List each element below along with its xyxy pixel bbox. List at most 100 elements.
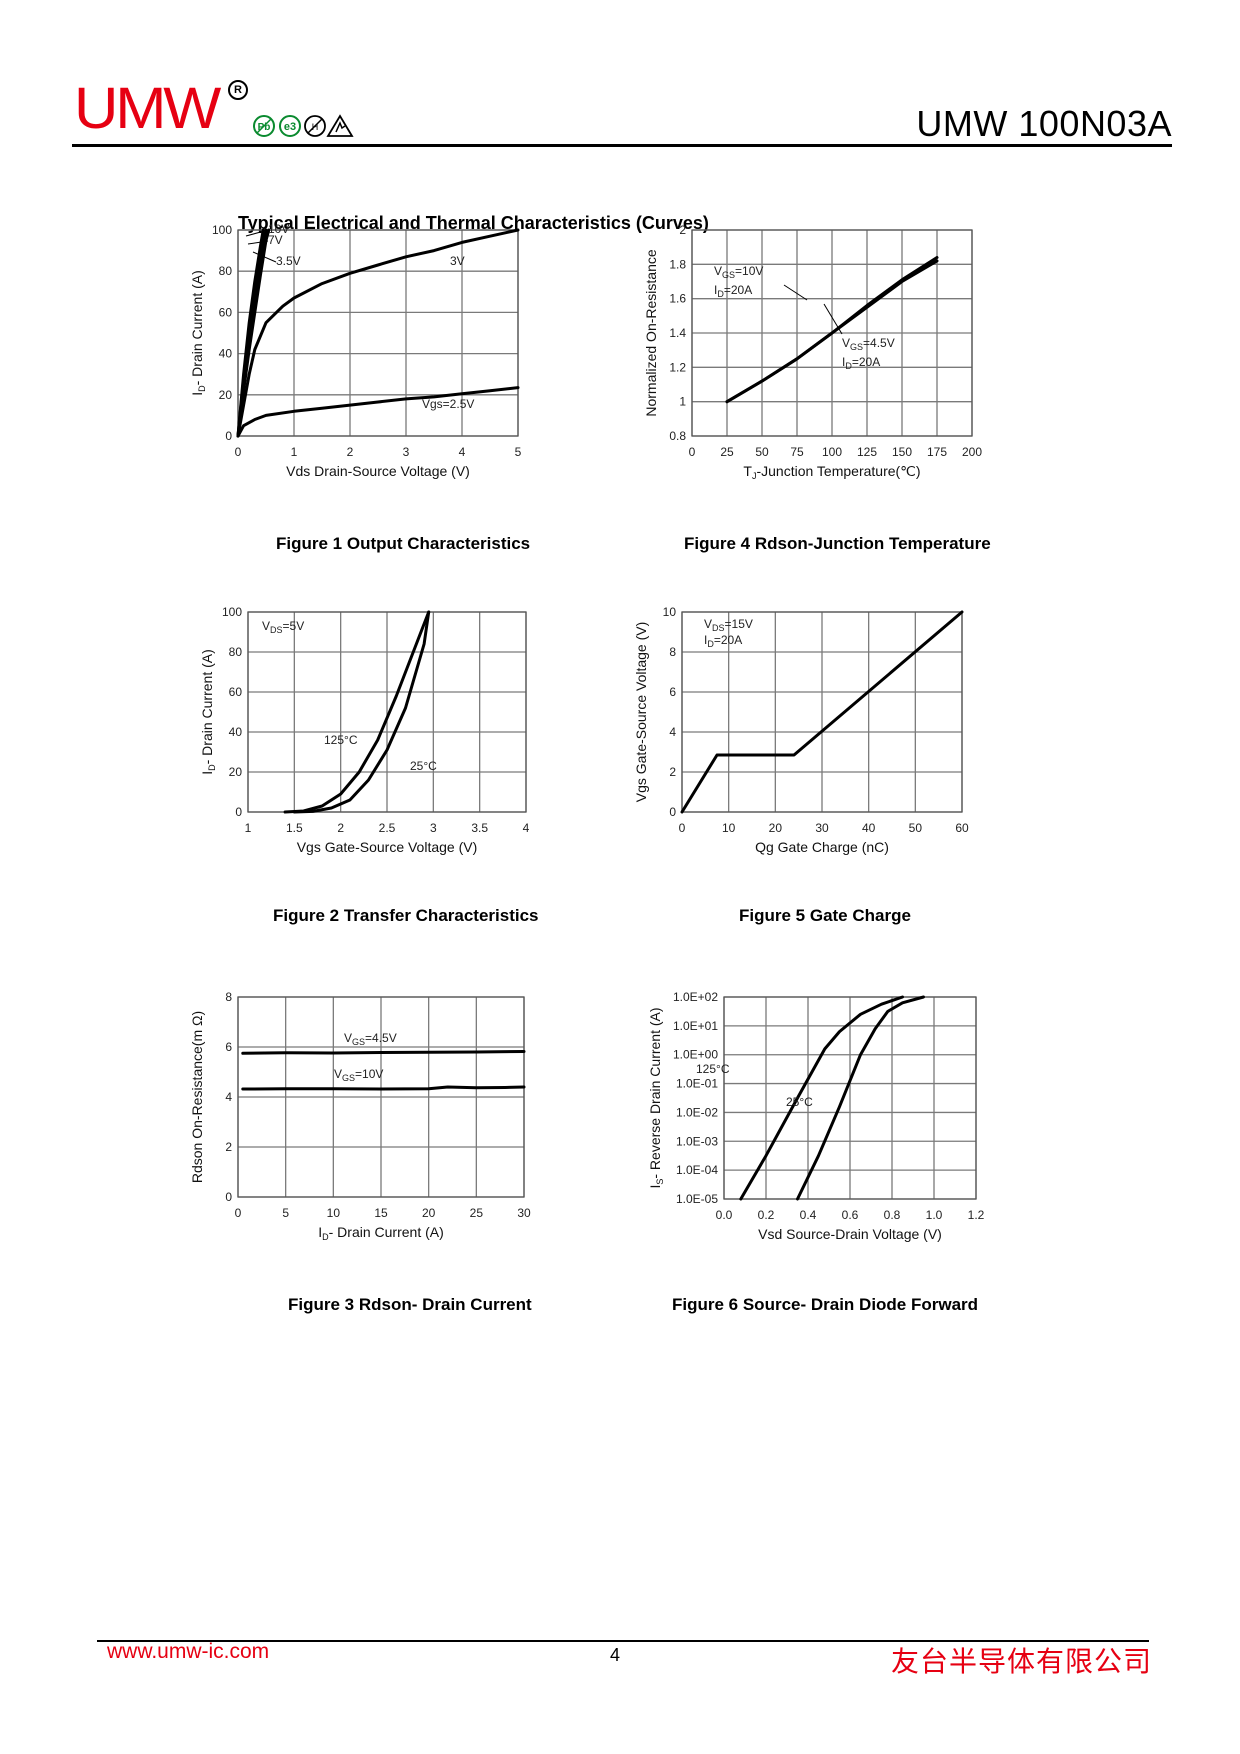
fig1-xtick: 5 — [515, 445, 522, 459]
fig4-xtick: 150 — [892, 445, 912, 459]
figure-1-output-characteristics: 0 1 2 3 4 5 0 20 40 60 80 100 Vds Drain-Source Volta… — [189, 222, 596, 553]
fig2-ytick: 100 — [222, 605, 242, 619]
svg-text:H: H — [312, 122, 319, 132]
fig4-ytick: 1 — [679, 395, 686, 409]
figure-5-chart: 0 10 20 30 40 50 60 0 2 4 6 8 10 Qg Gate Charge (nC) V… — [633, 605, 969, 855]
fig3-xtick: 20 — [422, 1206, 436, 1220]
fig6-ytick: 1.0E-01 — [676, 1077, 718, 1091]
fig3-ytick: 4 — [225, 1090, 232, 1104]
fig1-ytick: 100 — [212, 223, 232, 237]
fig1-annotation: 7V — [268, 233, 283, 247]
fig1-annotation: 3V — [450, 254, 465, 268]
fig4-ytick: 1.6 — [669, 292, 686, 306]
fig6-xlabel: Vsd Source-Drain Voltage (V) — [758, 1226, 942, 1242]
fig4-xtick: 50 — [755, 445, 769, 459]
figure-4-rdson-junction-temperature: 0 25 50 75 100 125 150 175 200 0.8 1 1.2 1.4 1.6 1.8 2 T… — [643, 223, 1052, 553]
fig4-ytick: 0.8 — [669, 429, 686, 443]
esd-icon — [326, 114, 354, 137]
fig6-xtick: 0.8 — [884, 1208, 901, 1222]
fig1-ytick: 80 — [219, 264, 233, 278]
fig4-ytick: 2 — [679, 223, 686, 237]
fig6-xtick: 1.2 — [968, 1208, 985, 1222]
registered-mark: R — [228, 80, 248, 100]
fig5-xtick: 10 — [722, 821, 736, 835]
fig2-series-1 — [292, 610, 431, 814]
section-title: Typical Electrical and Thermal Character… — [238, 213, 709, 233]
fig1-leader-line — [245, 229, 269, 237]
fig1-series-2 — [236, 228, 271, 438]
fig4-annotation: ID=20A — [842, 355, 880, 371]
fig6-frame — [723, 996, 977, 1200]
figure-4-title: Figure 4 Rdson-Junction Temperature — [684, 534, 991, 553]
fig6-xtick: 0.2 — [758, 1208, 775, 1222]
fig2-ytick: 60 — [229, 685, 243, 699]
fig2-annotation: VDS=5V — [262, 619, 304, 635]
fig1-ylabel: ID- Drain Current (A) — [189, 270, 207, 396]
fig5-xtick: 30 — [815, 821, 829, 835]
fig3-frame — [237, 996, 525, 1198]
fig2-ylabel: ID- Drain Current (A) — [199, 649, 217, 775]
fig5-ytick: 10 — [663, 605, 677, 619]
fig4-leader-line — [823, 303, 843, 335]
fig1-ytick: 0 — [225, 429, 232, 443]
figure-3-title: Figure 3 Rdson- Drain Current — [288, 1295, 532, 1314]
pb-free-icon: Pb — [253, 115, 275, 137]
fig4-ytick: 1.8 — [669, 257, 686, 271]
fig1-annotation: Vgs=2.5V — [422, 397, 474, 411]
fig3-xtick: 5 — [282, 1206, 289, 1220]
fig3-xlabel: ID- Drain Current (A) — [318, 1224, 444, 1242]
fig4-xtick: 100 — [822, 445, 842, 459]
fig1-series-4 — [236, 386, 520, 438]
fig6-ytick: 1.0E+00 — [673, 1048, 718, 1062]
fig3-xtick: 25 — [470, 1206, 484, 1220]
fig1-frame — [237, 229, 519, 437]
brand-logo: UMW — [74, 76, 221, 141]
fig6-ytick: 1.0E-05 — [676, 1192, 718, 1206]
document-title: UMW 100N03A — [916, 103, 1172, 144]
figure-2-transfer-characteristics: 1 1.5 2 2.5 3 3.5 4 0 20 40 60 80 100 Vgs Gate-Source… — [199, 605, 600, 925]
fig5-xtick: 40 — [862, 821, 876, 835]
fig5-ylabel: Vgs Gate-Source Voltage (V) — [633, 622, 649, 803]
fig2-xtick: 1 — [245, 821, 252, 835]
figure-1-title: Figure 1 Output Characteristics — [276, 534, 531, 553]
figure-4-chart: 0 25 50 75 100 125 150 175 200 0.8 1 1.2 1.4 1.6 1.8 2 T… — [643, 223, 982, 481]
fig6-xtick: 0.6 — [842, 1208, 859, 1222]
fig1-xtick: 4 — [459, 445, 466, 459]
fig4-xtick: 75 — [790, 445, 804, 459]
fig5-annotation: ID=20A — [704, 633, 742, 649]
fig1-xlabel: Vds Drain-Source Voltage (V) — [286, 463, 470, 479]
fig4-ytick: 1.4 — [669, 326, 686, 340]
fig4-annotation: VGS=10V — [714, 264, 763, 280]
fig4-xtick: 25 — [720, 445, 734, 459]
figure-2-title: Figure 2 Transfer Characteristics — [273, 906, 539, 925]
fig5-ytick: 2 — [669, 765, 676, 779]
fig1-annotation: 10V — [268, 222, 289, 236]
fig2-ytick: 20 — [229, 765, 243, 779]
fig3-ytick: 0 — [225, 1190, 232, 1204]
fig5-annotation: VDS=15V — [704, 617, 753, 633]
footer-website-link[interactable]: www.umw-ic.com — [107, 1640, 270, 1663]
fig4-annotation: VGS=4.5V — [842, 336, 895, 352]
fig3-xtick: 0 — [235, 1206, 242, 1220]
fig6-xtick: 0.0 — [716, 1208, 733, 1222]
header-divider — [72, 144, 1172, 147]
page-number: 4 — [610, 1645, 621, 1665]
footer-divider — [97, 1640, 1149, 1642]
fig4-frame — [691, 229, 973, 437]
fig2-xtick: 4 — [523, 821, 530, 835]
figure-6-title: Figure 6 Source- Drain Diode Forward — [672, 1295, 979, 1314]
fig3-ylabel: Rdson On-Resistance(m Ω) — [189, 1011, 205, 1183]
fig1-ytick: 20 — [219, 388, 233, 402]
fig6-ytick: 1.0E-03 — [676, 1134, 718, 1148]
fig2-ytick: 40 — [229, 725, 243, 739]
fig5-xlabel: Qg Gate Charge (nC) — [755, 839, 889, 855]
fig6-ytick: 1.0E-02 — [676, 1105, 718, 1119]
fig3-plot: 0 5 10 15 20 25 30 0 2 4 6 8 ID- Drain Current (A) Rd… — [189, 990, 531, 1242]
fig2-xtick: 2 — [337, 821, 344, 835]
fig6-ytick: 1.0E+02 — [673, 990, 718, 1004]
fig5-xtick: 0 — [679, 821, 686, 835]
fig6-annotation: 125°C — [696, 1062, 730, 1076]
fig1-series-3 — [236, 228, 520, 438]
